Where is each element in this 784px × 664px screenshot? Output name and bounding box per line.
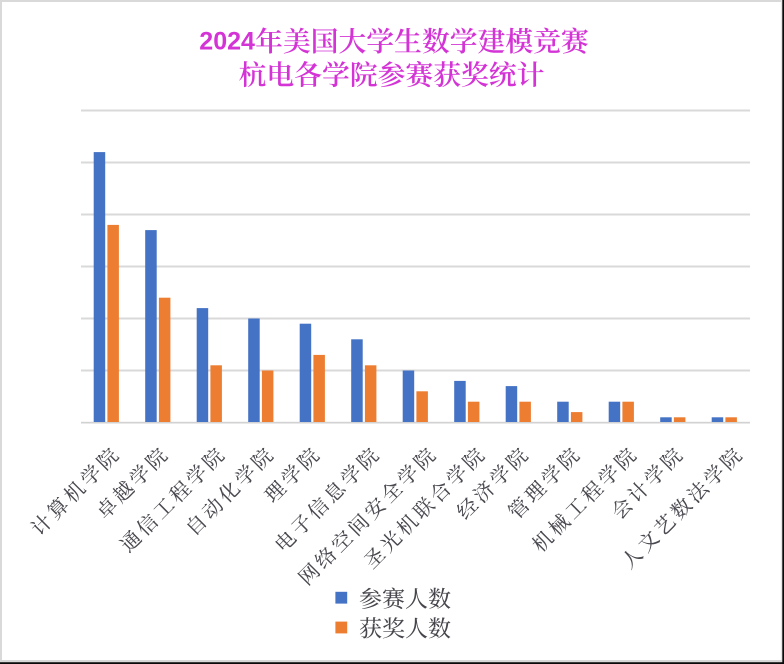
svg-text:2024: 2024 [199,27,255,55]
